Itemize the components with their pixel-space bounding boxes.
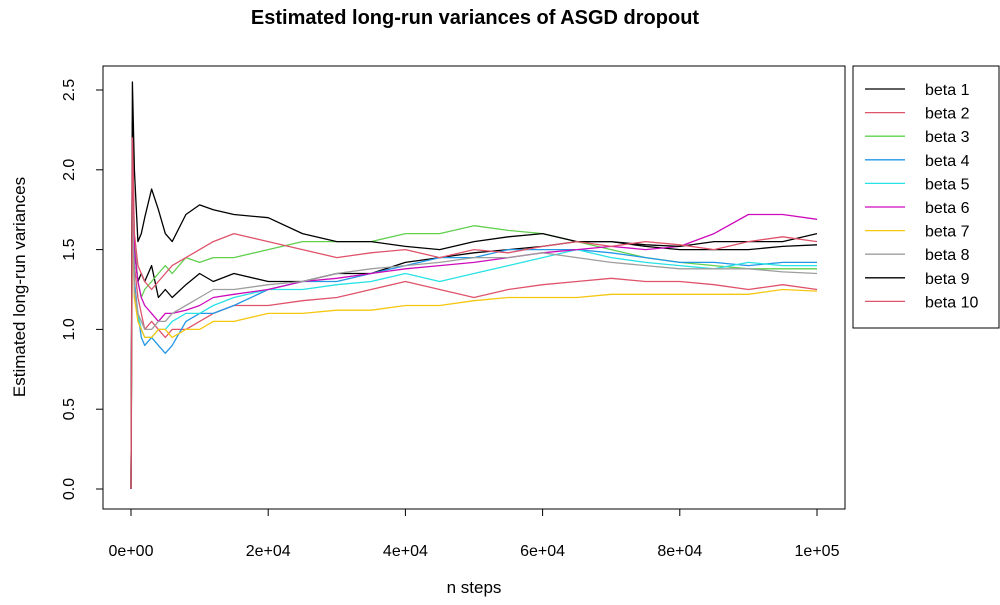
y-tick-label: 2.0 [61, 159, 78, 181]
legend-label: beta 9 [925, 271, 970, 288]
x-axis: 0e+00 2e+04 4e+04 6e+04 8e+04 1e+05 [109, 508, 840, 560]
legend-box [852, 65, 1000, 329]
legend-label: beta 2 [925, 106, 970, 123]
series-line-beta-9 [130, 81, 818, 490]
legend-label: beta 5 [925, 176, 970, 193]
x-tick-label: 8e+04 [657, 543, 702, 560]
y-axis: 0.0 0.5 1.0 1.5 2.0 2.5 [61, 79, 104, 500]
series-line-beta-6 [130, 169, 818, 490]
series-layer [130, 81, 818, 490]
x-tick-label: 0e+00 [109, 543, 154, 560]
series-line-beta-7 [130, 217, 818, 490]
chart-title: Estimated long-run variances of ASGD dro… [251, 7, 700, 29]
y-tick-label: 1.0 [61, 318, 78, 340]
series-line-beta-4 [130, 169, 817, 490]
series-line-beta-5 [130, 185, 817, 490]
x-tick-label: 1e+05 [795, 543, 840, 560]
legend-label: beta 4 [925, 153, 970, 170]
series-line-beta-2 [130, 137, 818, 490]
series-line-beta-10 [130, 137, 818, 490]
series-line-beta-8 [130, 201, 818, 490]
y-tick-label: 2.5 [61, 79, 78, 101]
x-tick-label: 2e+04 [246, 543, 291, 560]
y-axis-label: Estimated long-run variances [10, 177, 29, 397]
legend-label: beta 1 [925, 82, 970, 99]
x-tick-label: 4e+04 [383, 543, 428, 560]
x-axis-label: n steps [447, 578, 502, 597]
legend-label: beta 7 [925, 224, 970, 241]
y-tick-label: 1.5 [61, 238, 78, 260]
y-tick-label: 0.0 [61, 478, 78, 500]
y-tick-label: 0.5 [61, 398, 78, 420]
legend-label: beta 3 [925, 129, 970, 146]
legend: beta 1 beta 2 beta 3 beta 4 beta 5 beta 6 beta… [852, 65, 1000, 329]
legend-label: beta 10 [925, 294, 978, 311]
legend-label: beta 8 [925, 247, 970, 264]
x-tick-label: 6e+04 [520, 543, 565, 560]
legend-label: beta 6 [925, 200, 970, 217]
